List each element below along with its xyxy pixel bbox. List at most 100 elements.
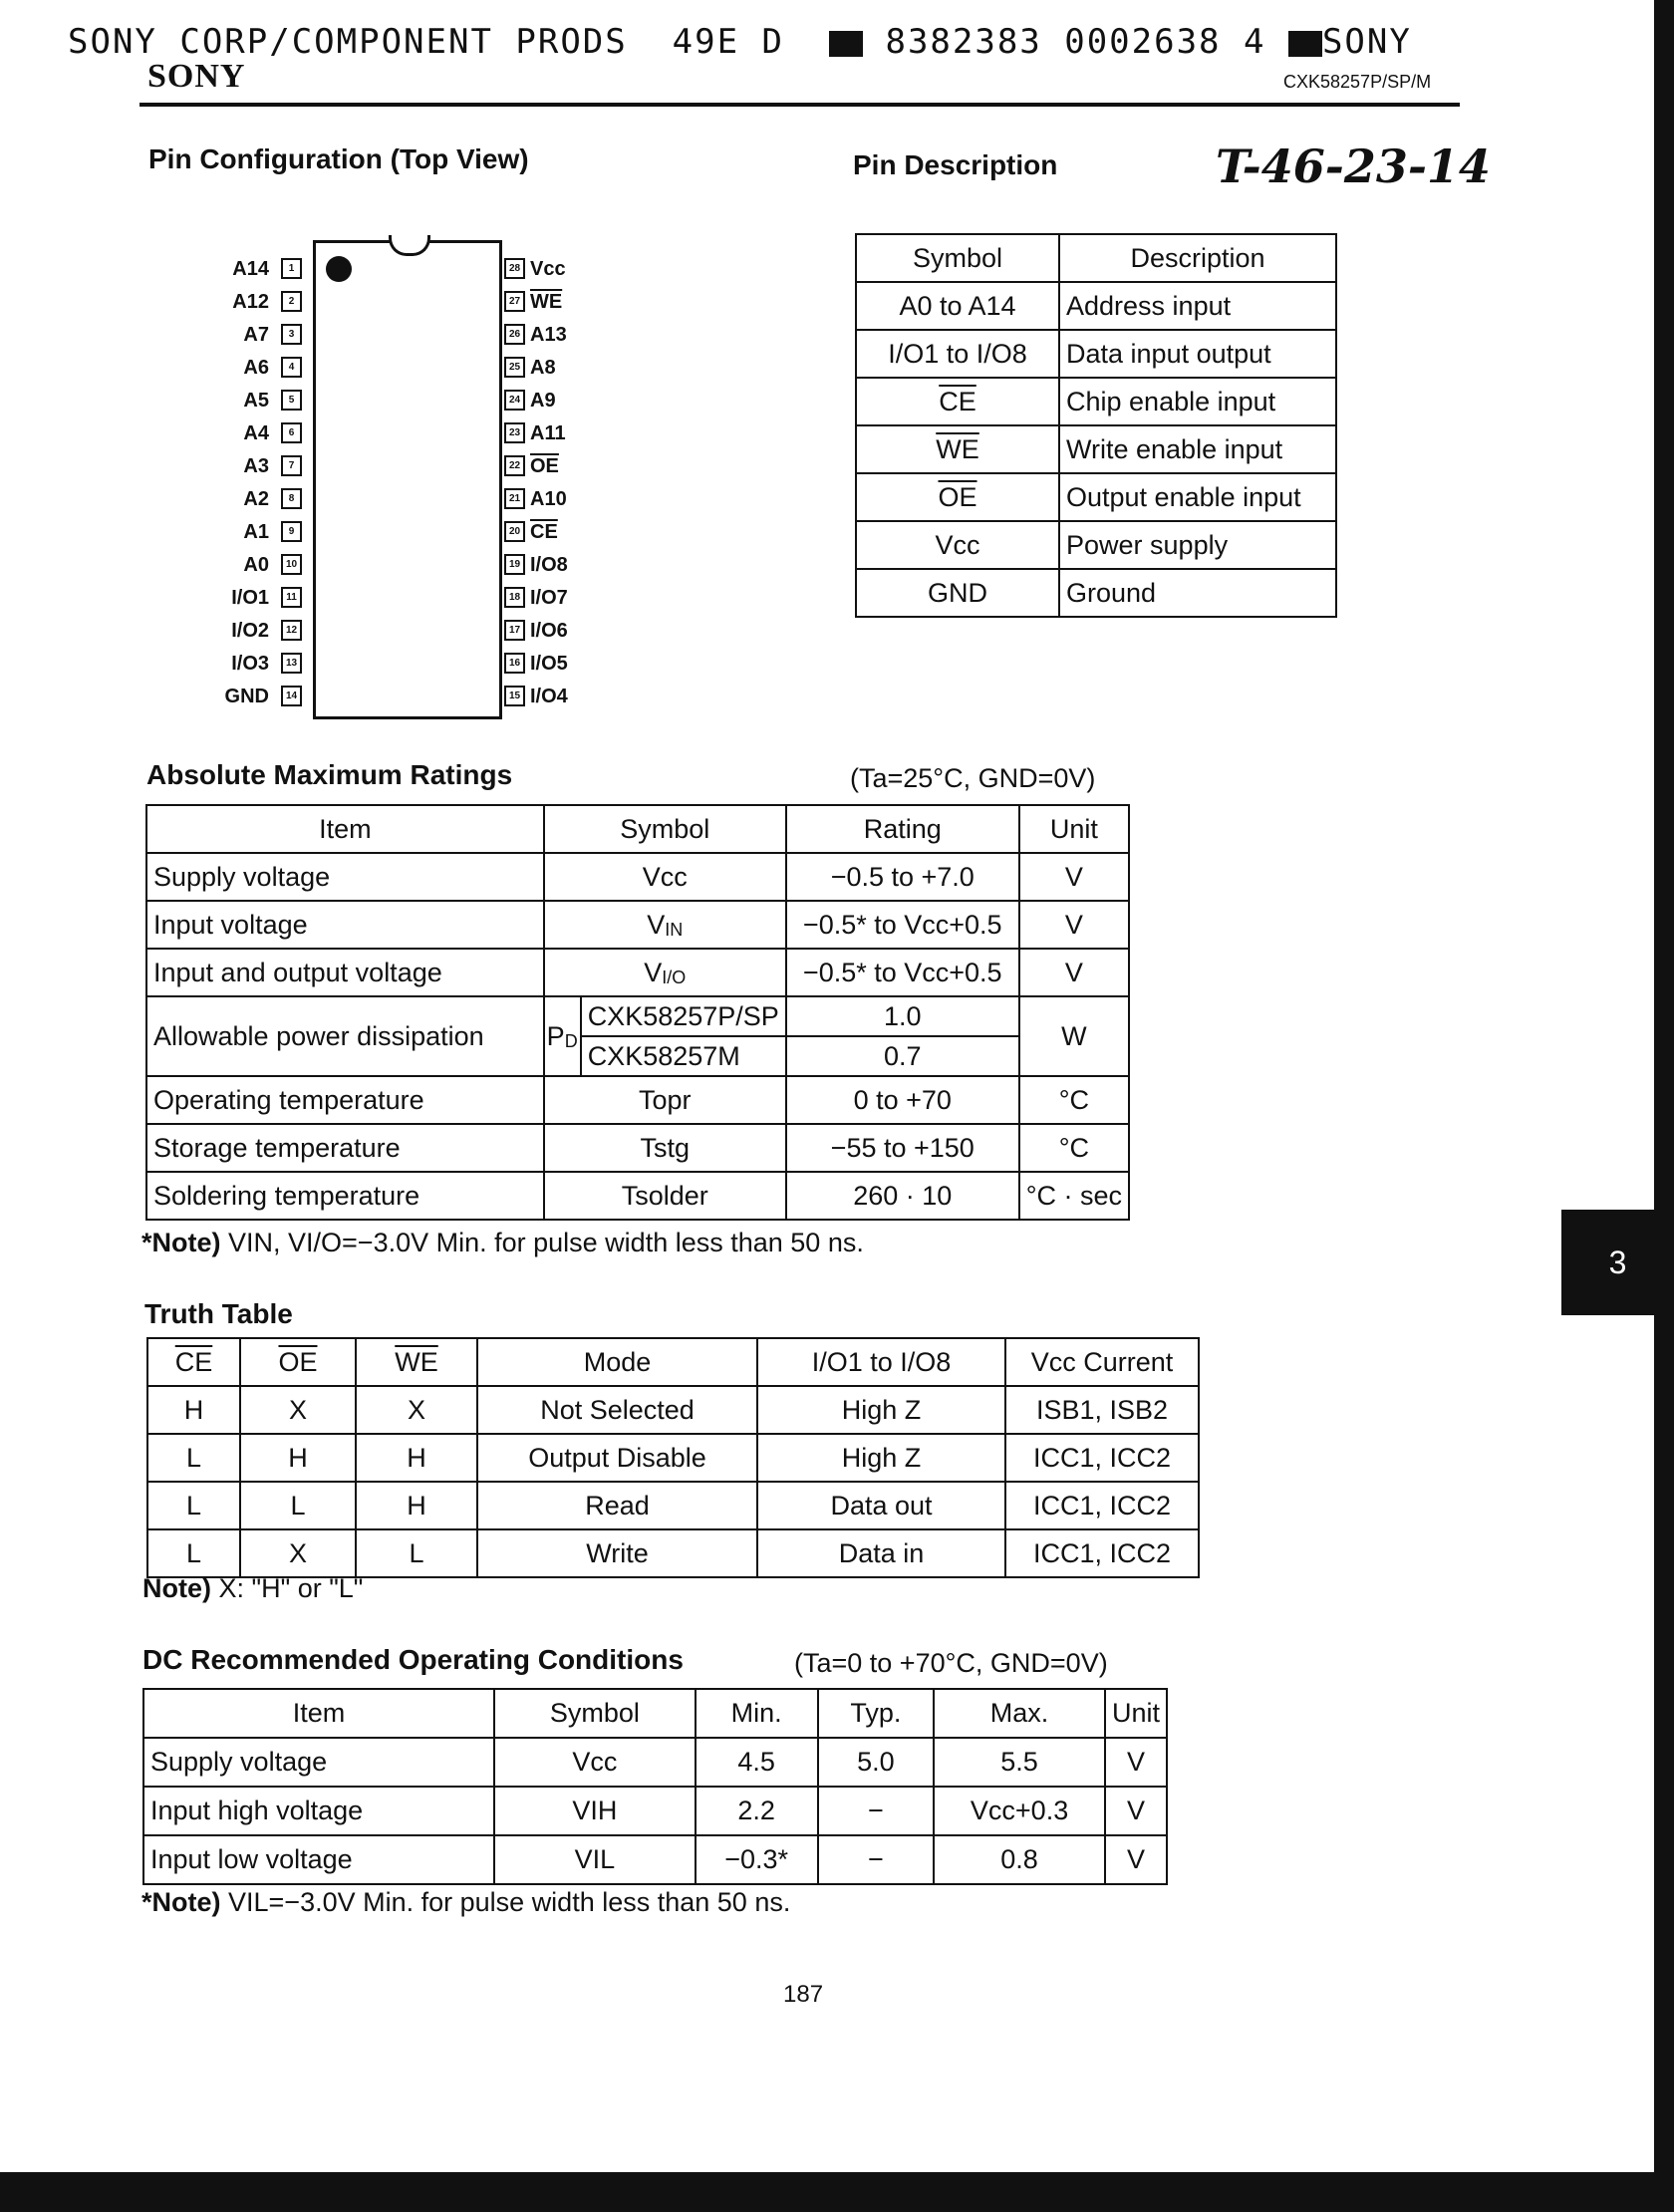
- pin-number: 2: [281, 291, 302, 312]
- rating-cell: −0.5* to Vcc+0.5: [784, 900, 1020, 950]
- page-number: 187: [783, 1981, 824, 2008]
- table-cell: 0.8: [933, 1834, 1106, 1885]
- table-cell-text: ICC1, ICC2: [1032, 1442, 1172, 1473]
- pin-number: 16: [504, 653, 525, 674]
- description-cell-text: Data input output: [1066, 338, 1271, 369]
- table-cell: L: [146, 1433, 241, 1483]
- table-row: L H H Output Disable High Z ICC1, ICC2: [146, 1433, 1200, 1483]
- table-row: L X L Write Data in ICC1, ICC2: [146, 1528, 1200, 1578]
- table-cell-text: Input high voltage: [150, 1796, 364, 1825]
- table-cell: Input low voltage: [141, 1834, 496, 1885]
- pin-number: 18: [504, 587, 525, 608]
- table-cell-text: H: [407, 1442, 426, 1473]
- description-cell-text: Power supply: [1066, 529, 1229, 560]
- table-cell: V: [1103, 1786, 1169, 1836]
- column-header-text: Mode: [583, 1346, 652, 1377]
- symbol-cell: VI/O: [542, 948, 787, 997]
- pin-label: I/O2: [231, 620, 269, 642]
- rating-cell: 0 to +70: [784, 1075, 1020, 1125]
- pin-number: 6: [281, 422, 302, 443]
- column-header: I/O1 to I/O8: [756, 1337, 1006, 1387]
- rating-cell: 1.0: [784, 995, 1020, 1037]
- symbol-subscript: D: [564, 1030, 578, 1051]
- pin-label: I/O3: [231, 653, 269, 675]
- pin-config-title: Pin Configuration (Top View): [148, 143, 529, 174]
- table-cell: ISB1, ISB2: [1004, 1385, 1200, 1435]
- table-cell: Write: [476, 1528, 758, 1578]
- table-cell: H: [355, 1433, 478, 1483]
- pin-label: Vcc: [530, 258, 566, 280]
- note-text: X: "H" or "L": [218, 1573, 364, 1603]
- table-row: L L H Read Data out ICC1, ICC2: [146, 1481, 1200, 1530]
- table-cell-text: Supply voltage: [150, 1747, 328, 1777]
- column-header-text: OE: [278, 1346, 318, 1377]
- dc-condition: (Ta=0 to +70°C, GND=0V): [794, 1648, 1108, 1678]
- symbol-cell: Tstg: [542, 1123, 787, 1173]
- table-row: Input voltage VIN −0.5* to Vcc+0.5 V: [145, 900, 1131, 950]
- table-cell-text: 2.2: [737, 1796, 775, 1825]
- dc-note: *Note) VIL=−3.0V Min. for pulse width le…: [141, 1887, 790, 1918]
- pin-label: A7: [243, 324, 269, 346]
- table-cell-text: 5.0: [857, 1747, 895, 1777]
- truth-table-note: Note) X: "H" or "L": [142, 1573, 363, 1604]
- table-cell: ICC1, ICC2: [1004, 1433, 1200, 1483]
- pin-label: GND: [224, 686, 269, 707]
- description-cell-text: Ground: [1066, 577, 1157, 608]
- table-cell: −: [816, 1834, 936, 1885]
- table-cell: L: [146, 1528, 241, 1578]
- symbol-text: Tstg: [640, 1132, 690, 1163]
- item-cell-text: Input and output voltage: [153, 957, 442, 987]
- table-cell: Read: [476, 1481, 758, 1530]
- pin-number: 24: [504, 390, 525, 411]
- pin-number: 23: [504, 422, 525, 443]
- scan-edge-bottom: [0, 2172, 1674, 2212]
- rating-cell-text: −0.5* to Vcc+0.5: [802, 909, 1002, 940]
- column-header-text: Unit: [1049, 813, 1098, 844]
- table-cell: VIL: [493, 1834, 697, 1885]
- description-cell: Power supply: [1058, 520, 1337, 570]
- column-header: Symbol: [542, 804, 787, 854]
- item-cell: Input voltage: [145, 900, 545, 950]
- table-cell: V: [1103, 1737, 1169, 1788]
- table-cell: X: [239, 1528, 357, 1578]
- table-row: WE Write enable input: [855, 424, 1337, 474]
- description-cell: Output enable input: [1058, 472, 1337, 522]
- pin-label: I/O4: [530, 686, 568, 707]
- table-cell-text: −: [868, 1796, 884, 1825]
- note-text: VIN, VI/O=−3.0V Min. for pulse width les…: [228, 1228, 864, 1257]
- symbol-cell: Vcc: [855, 520, 1060, 570]
- chip-outline: [313, 240, 502, 719]
- pin-number: 9: [281, 521, 302, 542]
- column-header-text: Symbol: [912, 242, 1003, 273]
- column-header-text: Rating: [863, 813, 942, 844]
- unit-cell-text: V: [1064, 909, 1083, 940]
- header-left: SONY CORP/COMPONENT PRODS 49E D: [68, 22, 785, 62]
- pin-number: 26: [504, 324, 525, 345]
- unit-cell: °C: [1017, 1075, 1131, 1125]
- header-rule: [140, 103, 1460, 107]
- note-label: *Note): [141, 1228, 221, 1257]
- table-cell-text: L: [290, 1490, 306, 1521]
- pin-number: 7: [281, 455, 302, 476]
- table-row: Supply voltage Vcc −0.5 to +7.0 V: [145, 852, 1131, 902]
- column-header-text: Item: [319, 813, 372, 844]
- pin-number: 21: [504, 488, 525, 509]
- abs-max-note: *Note) VIN, VI/O=−3.0V Min. for pulse wi…: [141, 1228, 864, 1258]
- symbol-cell-text: CE: [939, 386, 976, 416]
- table-cell: Not Selected: [476, 1385, 758, 1435]
- column-header: Max.: [933, 1688, 1106, 1739]
- item-cell: Supply voltage: [145, 852, 545, 902]
- table-cell-text: H: [183, 1394, 204, 1425]
- item-cell: Soldering temperature: [145, 1171, 545, 1221]
- model-cell-text: CXK58257P/SP: [587, 1000, 779, 1031]
- table-cell: Input high voltage: [141, 1786, 496, 1836]
- abs-max-table: Item Symbol Rating Unit Supply voltage Vcc −0.…: [145, 804, 1131, 1221]
- pin-number: 27: [504, 291, 525, 312]
- symbol-text: V: [647, 909, 666, 940]
- rating-cell: −55 to +150: [784, 1123, 1020, 1173]
- table-cell-text: 0.8: [1000, 1844, 1038, 1874]
- column-header: Item: [145, 804, 545, 854]
- table-cell: H: [146, 1385, 241, 1435]
- unit-cell-text: °C: [1058, 1084, 1089, 1115]
- abs-max-title: Absolute Maximum Ratings: [146, 759, 513, 790]
